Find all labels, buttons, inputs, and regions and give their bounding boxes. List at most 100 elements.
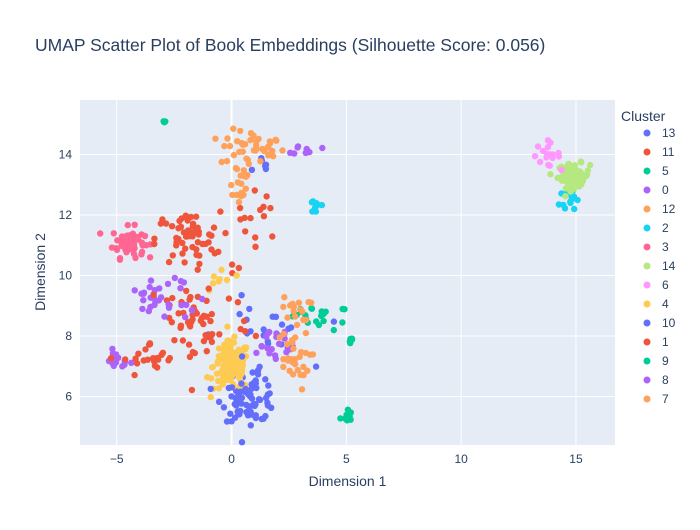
scatter-point[interactable] <box>228 418 235 425</box>
scatter-point[interactable] <box>330 318 338 325</box>
scatter-point[interactable] <box>189 316 196 323</box>
scatter-point[interactable] <box>123 244 131 252</box>
scatter-point[interactable] <box>157 294 165 301</box>
scatter-point[interactable] <box>302 349 309 357</box>
scatter-point[interactable] <box>238 366 246 373</box>
scatter-point[interactable] <box>169 252 176 259</box>
scatter-point[interactable] <box>292 313 299 320</box>
scatter-point[interactable] <box>175 225 182 232</box>
scatter-point[interactable] <box>267 139 274 147</box>
scatter-point[interactable] <box>237 394 244 402</box>
scatter-point[interactable] <box>191 228 198 236</box>
scatter-point[interactable] <box>284 314 291 321</box>
scatter-point[interactable] <box>146 340 154 347</box>
scatter-point[interactable] <box>193 251 200 258</box>
scatter-point[interactable] <box>281 335 288 342</box>
scatter-point[interactable] <box>215 385 223 392</box>
scatter-point[interactable] <box>217 208 224 215</box>
scatter-point[interactable] <box>237 216 244 223</box>
scatter-point[interactable] <box>214 377 222 384</box>
scatter-point[interactable] <box>312 363 320 370</box>
scatter-point[interactable] <box>549 154 556 162</box>
scatter-point[interactable] <box>315 321 323 329</box>
legend-item-4[interactable]: 4 <box>643 297 670 311</box>
scatter-point[interactable] <box>247 422 254 429</box>
scatter-point[interactable] <box>208 375 215 382</box>
scatter-point[interactable] <box>260 326 267 333</box>
scatter-point[interactable] <box>228 261 236 268</box>
scatter-point[interactable] <box>265 152 272 159</box>
scatter-point[interactable] <box>578 169 585 177</box>
scatter-point[interactable] <box>563 175 571 182</box>
scatter-point[interactable] <box>263 333 270 340</box>
scatter-point[interactable] <box>318 312 325 319</box>
scatter-point[interactable] <box>242 173 250 180</box>
scatter-point[interactable] <box>236 204 244 212</box>
scatter-point[interactable] <box>238 380 245 387</box>
scatter-point[interactable] <box>151 362 159 369</box>
scatter-point[interactable] <box>546 162 553 169</box>
scatter-point[interactable] <box>269 313 276 320</box>
legend-item-11[interactable]: 11 <box>643 145 675 159</box>
scatter-point[interactable] <box>291 150 298 157</box>
scatter-point[interactable] <box>238 292 245 299</box>
scatter-point[interactable] <box>290 345 297 352</box>
scatter-point[interactable] <box>236 310 243 318</box>
scatter-point[interactable] <box>116 256 124 263</box>
scatter-point[interactable] <box>179 337 187 344</box>
scatter-point[interactable] <box>107 355 115 362</box>
scatter-point[interactable] <box>193 246 200 253</box>
scatter-point[interactable] <box>179 239 186 247</box>
scatter-point[interactable] <box>189 220 197 227</box>
scatter-point[interactable] <box>302 316 310 324</box>
scatter-point[interactable] <box>565 160 572 168</box>
scatter-point[interactable] <box>158 351 165 359</box>
scatter-point[interactable] <box>187 293 194 301</box>
scatter-point[interactable] <box>281 294 288 301</box>
scatter-point[interactable] <box>164 280 172 288</box>
scatter-point[interactable] <box>264 402 272 409</box>
scatter-point[interactable] <box>108 244 116 251</box>
scatter-point[interactable] <box>237 127 244 135</box>
scatter-point[interactable] <box>207 317 214 325</box>
scatter-point[interactable] <box>258 415 265 423</box>
scatter-point[interactable] <box>131 221 138 228</box>
scatter-point[interactable] <box>567 199 574 206</box>
scatter-point[interactable] <box>283 341 291 348</box>
legend-item-6[interactable]: 6 <box>643 278 670 292</box>
scatter-point[interactable] <box>534 143 542 150</box>
scatter-point[interactable] <box>252 234 259 241</box>
scatter-point[interactable] <box>140 297 147 304</box>
scatter-point[interactable] <box>227 410 234 417</box>
scatter-point[interactable] <box>110 230 118 237</box>
legend-item-0[interactable]: 0 <box>643 183 670 197</box>
scatter-point[interactable] <box>558 166 565 174</box>
scatter-point[interactable] <box>200 337 208 345</box>
scatter-point[interactable] <box>236 148 243 156</box>
scatter-point[interactable] <box>151 235 158 242</box>
scatter-point[interactable] <box>221 341 228 348</box>
scatter-point[interactable] <box>128 359 135 366</box>
scatter-point[interactable] <box>299 308 306 315</box>
scatter-point[interactable] <box>192 213 200 220</box>
scatter-point[interactable] <box>171 337 178 344</box>
scatter-point[interactable] <box>226 370 233 377</box>
scatter-point[interactable] <box>216 331 223 338</box>
scatter-point[interactable] <box>346 338 353 345</box>
scatter-point[interactable] <box>223 418 231 425</box>
scatter-point[interactable] <box>179 250 186 257</box>
scatter-point[interactable] <box>226 142 234 150</box>
scatter-point[interactable] <box>260 203 267 210</box>
scatter-point[interactable] <box>150 291 157 299</box>
scatter-point[interactable] <box>235 264 243 272</box>
scatter-point[interactable] <box>313 200 320 207</box>
scatter-point[interactable] <box>186 353 194 361</box>
scatter-point[interactable] <box>253 145 260 153</box>
scatter-point[interactable] <box>132 355 139 362</box>
scatter-point[interactable] <box>257 158 264 165</box>
scatter-point[interactable] <box>555 149 562 157</box>
scatter-point[interactable] <box>165 258 173 266</box>
scatter-point[interactable] <box>151 240 158 248</box>
scatter-point[interactable] <box>543 150 551 158</box>
scatter-point[interactable] <box>262 161 270 168</box>
